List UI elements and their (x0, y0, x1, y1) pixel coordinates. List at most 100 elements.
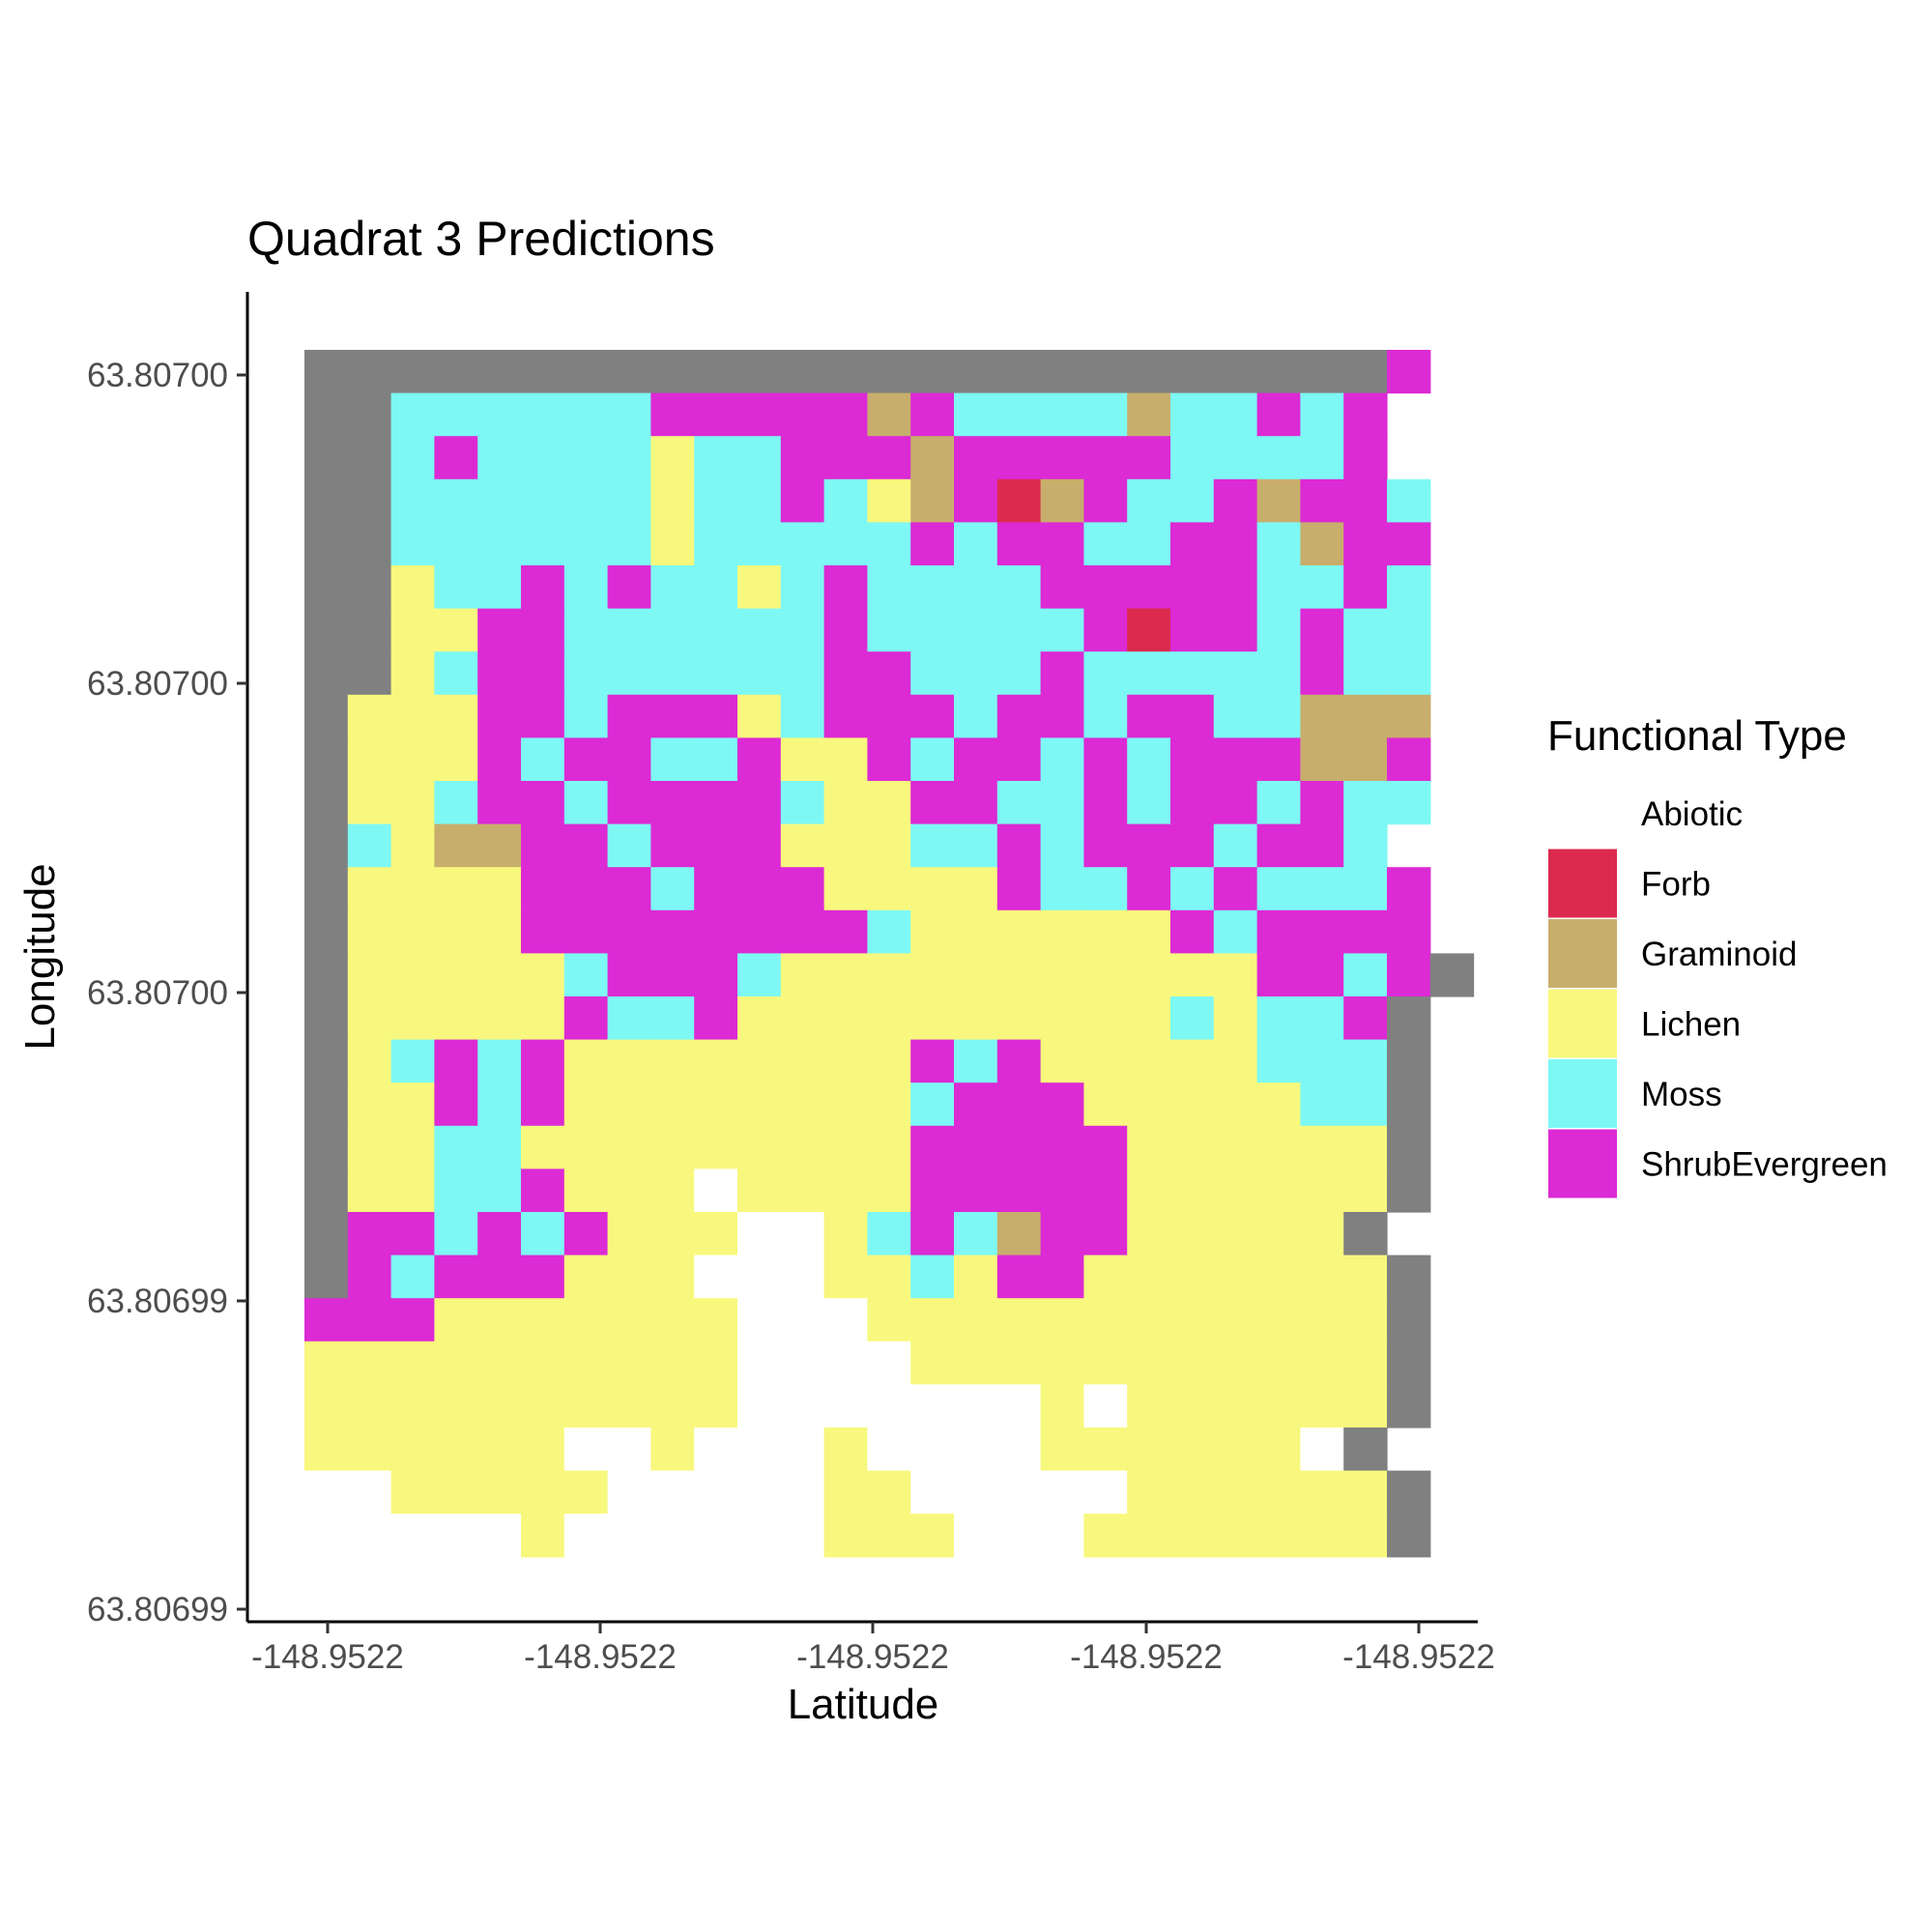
heatmap-cell (607, 996, 651, 1041)
heatmap-cell (1213, 565, 1258, 610)
heatmap-cell (867, 1125, 911, 1169)
heatmap-cell (867, 565, 911, 610)
heatmap-cell (1083, 651, 1128, 696)
heatmap-cell (477, 1341, 522, 1385)
heatmap-cell (1387, 1514, 1431, 1558)
heatmap-cell (780, 909, 825, 954)
legend-key-forb (1548, 849, 1617, 918)
heatmap-cell (477, 478, 522, 523)
heatmap-cell (996, 1427, 1042, 1472)
heatmap-cell (521, 1254, 565, 1299)
heatmap-cell (1040, 522, 1084, 566)
heatmap-cell (1213, 1082, 1258, 1127)
heatmap-cell (737, 565, 782, 610)
heatmap-cell (347, 392, 392, 437)
heatmap-cell (996, 608, 1042, 652)
heatmap-cell (1387, 781, 1431, 825)
heatmap-cell (694, 1212, 738, 1256)
heatmap-cell (304, 1427, 349, 1472)
heatmap-cell (780, 1470, 825, 1514)
heatmap-cell (996, 1039, 1042, 1083)
heatmap-cell (1387, 651, 1431, 696)
heatmap-cell (1083, 996, 1128, 1041)
heatmap-cell (607, 953, 651, 997)
heatmap-cell (780, 522, 825, 566)
heatmap-cell (1256, 651, 1301, 696)
heatmap-cell (780, 1298, 825, 1342)
heatmap-cell (1387, 953, 1431, 997)
heatmap-cell (1170, 651, 1215, 696)
heatmap-cell (434, 1168, 478, 1213)
heatmap-cell (1083, 1298, 1128, 1342)
heatmap-cell (996, 436, 1042, 480)
heatmap-cell (563, 1254, 609, 1299)
heatmap-cell (347, 781, 392, 825)
heatmap-cell (1083, 694, 1128, 738)
heatmap-cell (650, 565, 695, 610)
heatmap-cell (521, 436, 565, 480)
heatmap-cell (996, 565, 1042, 610)
heatmap-cell (1343, 867, 1388, 911)
x-axis-ticks: -148.9522 -148.9522 -148.9522 -148.9522 -148… (251, 1622, 1495, 1676)
heatmap-cell (780, 350, 825, 394)
heatmap-cell (1127, 694, 1171, 738)
heatmap-cell (694, 1254, 738, 1299)
heatmap-cell (867, 953, 911, 997)
heatmap-cell (563, 436, 609, 480)
heatmap-cell (1083, 1212, 1128, 1256)
heatmap-cell (1170, 909, 1215, 954)
heatmap-cell (1300, 1470, 1344, 1514)
heatmap-cell (737, 1470, 782, 1514)
heatmap-cell (304, 608, 349, 652)
heatmap-cell (390, 350, 435, 394)
heatmap-cell (910, 1384, 955, 1428)
heatmap-cell (780, 1384, 825, 1428)
heatmap-cell (1256, 1470, 1301, 1514)
heatmap-cell (521, 350, 565, 394)
heatmap-cell (1213, 651, 1258, 696)
heatmap-cell (1256, 694, 1301, 738)
heatmap-cell (434, 608, 478, 652)
heatmap-cell (1170, 1384, 1215, 1428)
heatmap-cell (1256, 823, 1301, 868)
heatmap-cell (1300, 350, 1344, 394)
heatmap-cell (910, 909, 955, 954)
heatmap-cell (1343, 1212, 1388, 1256)
y-axis-title: Longitude (16, 863, 64, 1050)
heatmap-cell (607, 350, 651, 394)
heatmap-cell (694, 996, 738, 1041)
heatmap-cell (650, 1168, 695, 1213)
heatmap-cell (521, 1341, 565, 1385)
heatmap-cell (1040, 1384, 1084, 1428)
heatmap-cell (477, 392, 522, 437)
heatmap-cell (823, 1082, 868, 1127)
heatmap-cell (347, 909, 392, 954)
heatmap-cell (1387, 996, 1431, 1041)
heatmap-cell (694, 1125, 738, 1169)
heatmap-cell (954, 1254, 998, 1299)
heatmap-cell (867, 1384, 911, 1428)
heatmap-cell (1343, 1125, 1388, 1169)
heatmap-cell (1256, 909, 1301, 954)
heatmap-cell (910, 1039, 955, 1083)
heatmap-cell (390, 996, 435, 1041)
heatmap-cell (954, 694, 998, 738)
heatmap-cell (910, 1168, 955, 1213)
heatmap-cell (607, 651, 651, 696)
heatmap-cell (1040, 823, 1084, 868)
heatmap-cell (1213, 350, 1258, 394)
heatmap-cell (996, 1125, 1042, 1169)
heatmap-cell (694, 781, 738, 825)
heatmap-cell (650, 867, 695, 911)
heatmap-cell (694, 1384, 738, 1428)
heatmap-cell (780, 436, 825, 480)
heatmap-cell (1040, 1254, 1084, 1299)
heatmap-cell (1083, 909, 1128, 954)
heatmap-cell (954, 392, 998, 437)
heatmap-cell (390, 565, 435, 610)
heatmap-cell (823, 694, 868, 738)
heatmap-cell (737, 1384, 782, 1428)
heatmap-cell (780, 392, 825, 437)
heatmap-cell (996, 694, 1042, 738)
heatmap-cell (954, 522, 998, 566)
